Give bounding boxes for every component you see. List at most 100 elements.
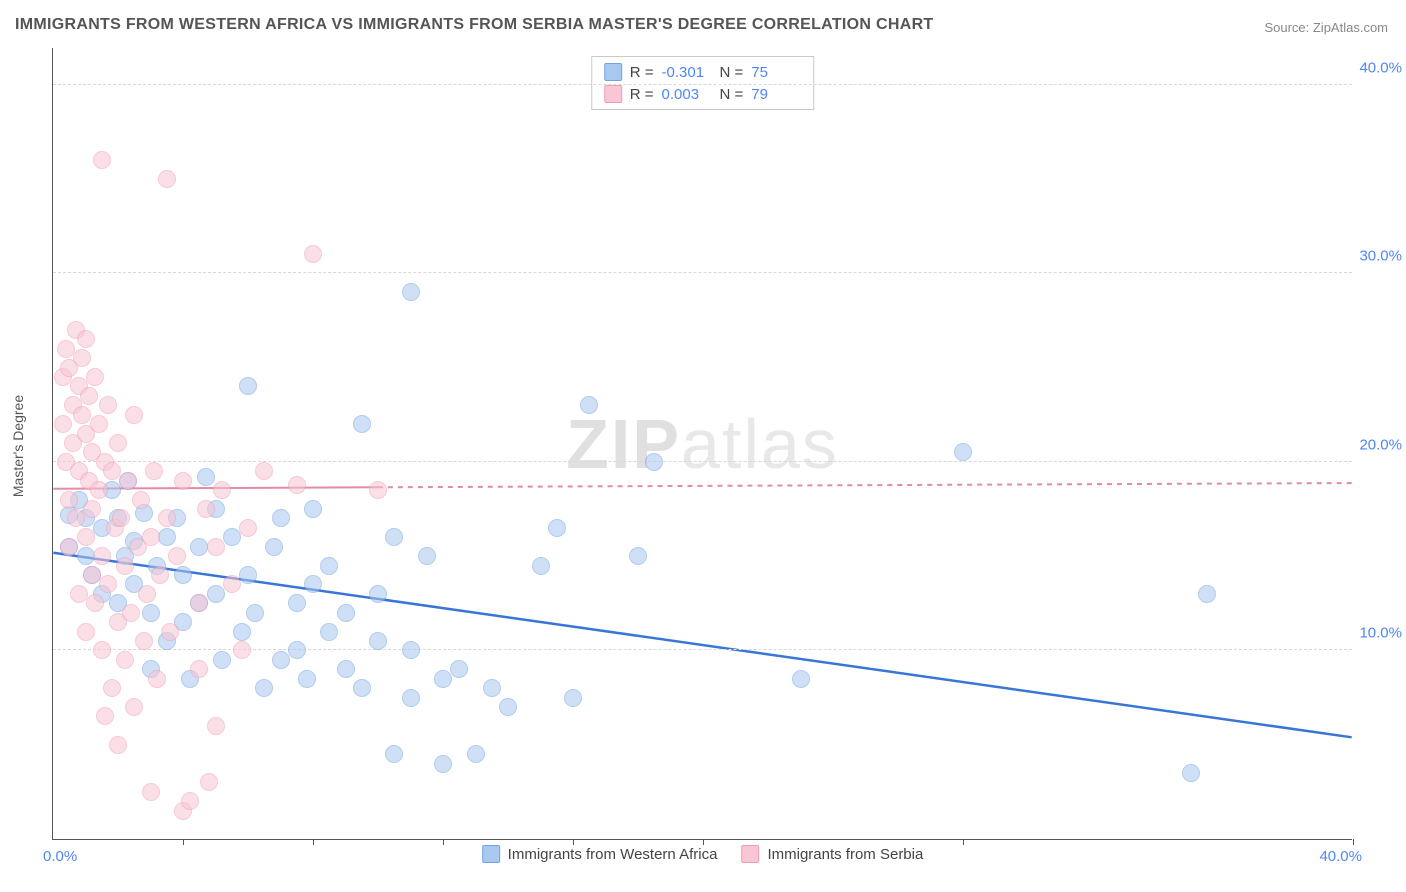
swatch-sr (604, 85, 622, 103)
scatter-point (132, 491, 150, 509)
scatter-point (255, 679, 273, 697)
scatter-point (1198, 585, 1216, 603)
scatter-point (119, 472, 137, 490)
scatter-point (151, 566, 169, 584)
scatter-point (255, 462, 273, 480)
scatter-point (80, 387, 98, 405)
scatter-point (190, 594, 208, 612)
scatter-point (239, 377, 257, 395)
scatter-point (190, 660, 208, 678)
scatter-point (207, 717, 225, 735)
scatter-point (532, 557, 550, 575)
scatter-point (138, 585, 156, 603)
scatter-point (116, 557, 134, 575)
xtick (443, 839, 444, 845)
scatter-point (434, 670, 452, 688)
scatter-point (200, 773, 218, 791)
scatter-point (223, 575, 241, 593)
scatter-point (103, 679, 121, 697)
scatter-point (145, 462, 163, 480)
scatter-point (792, 670, 810, 688)
scatter-point (83, 500, 101, 518)
xtick (573, 839, 574, 845)
scatter-point (385, 528, 403, 546)
scatter-point (197, 500, 215, 518)
scatter-point (402, 283, 420, 301)
legend-swatch-wa (482, 845, 500, 863)
legend-swatch-sr (741, 845, 759, 863)
scatter-point (402, 689, 420, 707)
scatter-point (499, 698, 517, 716)
scatter-point (246, 604, 264, 622)
scatter-point (320, 557, 338, 575)
scatter-point (93, 151, 111, 169)
scatter-point (125, 698, 143, 716)
scatter-point (122, 604, 140, 622)
scatter-point (70, 585, 88, 603)
scatter-point (954, 443, 972, 461)
scatter-point (77, 330, 95, 348)
scatter-point (60, 538, 78, 556)
scatter-point (580, 396, 598, 414)
scatter-point (99, 396, 117, 414)
scatter-point (223, 528, 241, 546)
ytick-label: 40.0% (1352, 59, 1402, 76)
scatter-point (73, 349, 91, 367)
scatter-point (109, 736, 127, 754)
xtick (963, 839, 964, 845)
watermark: ZIPatlas (566, 404, 839, 484)
scatter-point (174, 566, 192, 584)
scatter-point (353, 679, 371, 697)
scatter-point (197, 468, 215, 486)
scatter-point (158, 170, 176, 188)
scatter-point (239, 519, 257, 537)
source-label: Source: ZipAtlas.com (1264, 20, 1388, 35)
xtick (313, 839, 314, 845)
scatter-point (93, 547, 111, 565)
scatter-point (77, 623, 95, 641)
xtick (1353, 839, 1354, 845)
scatter-point (148, 670, 166, 688)
gridline (53, 84, 1352, 85)
scatter-point (265, 538, 283, 556)
gridline (53, 461, 1352, 462)
scatter-point (369, 585, 387, 603)
scatter-point (1182, 764, 1200, 782)
scatter-point (161, 623, 179, 641)
scatter-point (564, 689, 582, 707)
scatter-point (57, 340, 75, 358)
scatter-point (304, 575, 322, 593)
scatter-point (86, 594, 104, 612)
swatch-wa (604, 63, 622, 81)
scatter-point (174, 472, 192, 490)
scatter-point (125, 406, 143, 424)
scatter-point (239, 566, 257, 584)
scatter-point (629, 547, 647, 565)
scatter-point (83, 566, 101, 584)
scatter-point (337, 660, 355, 678)
xtick (183, 839, 184, 845)
scatter-point (233, 623, 251, 641)
scatter-point (103, 462, 121, 480)
scatter-point (548, 519, 566, 537)
scatter-point (90, 481, 108, 499)
scatter-point (96, 707, 114, 725)
scatter-point (288, 476, 306, 494)
scatter-point (112, 509, 130, 527)
scatter-point (207, 585, 225, 603)
scatter-point (142, 783, 160, 801)
scatter-point (207, 538, 225, 556)
scatter-point (90, 415, 108, 433)
scatter-point (213, 481, 231, 499)
scatter-point (337, 604, 355, 622)
legend-item-sr: Immigrants from Serbia (741, 845, 923, 863)
scatter-point (369, 632, 387, 650)
ytick-label: 20.0% (1352, 436, 1402, 453)
scatter-point (158, 509, 176, 527)
xtick (703, 839, 704, 845)
stats-row-sr: R = 0.003 N = 79 (604, 83, 802, 105)
scatter-point (288, 594, 306, 612)
scatter-point (181, 792, 199, 810)
scatter-point (77, 528, 95, 546)
scatter-point (272, 509, 290, 527)
